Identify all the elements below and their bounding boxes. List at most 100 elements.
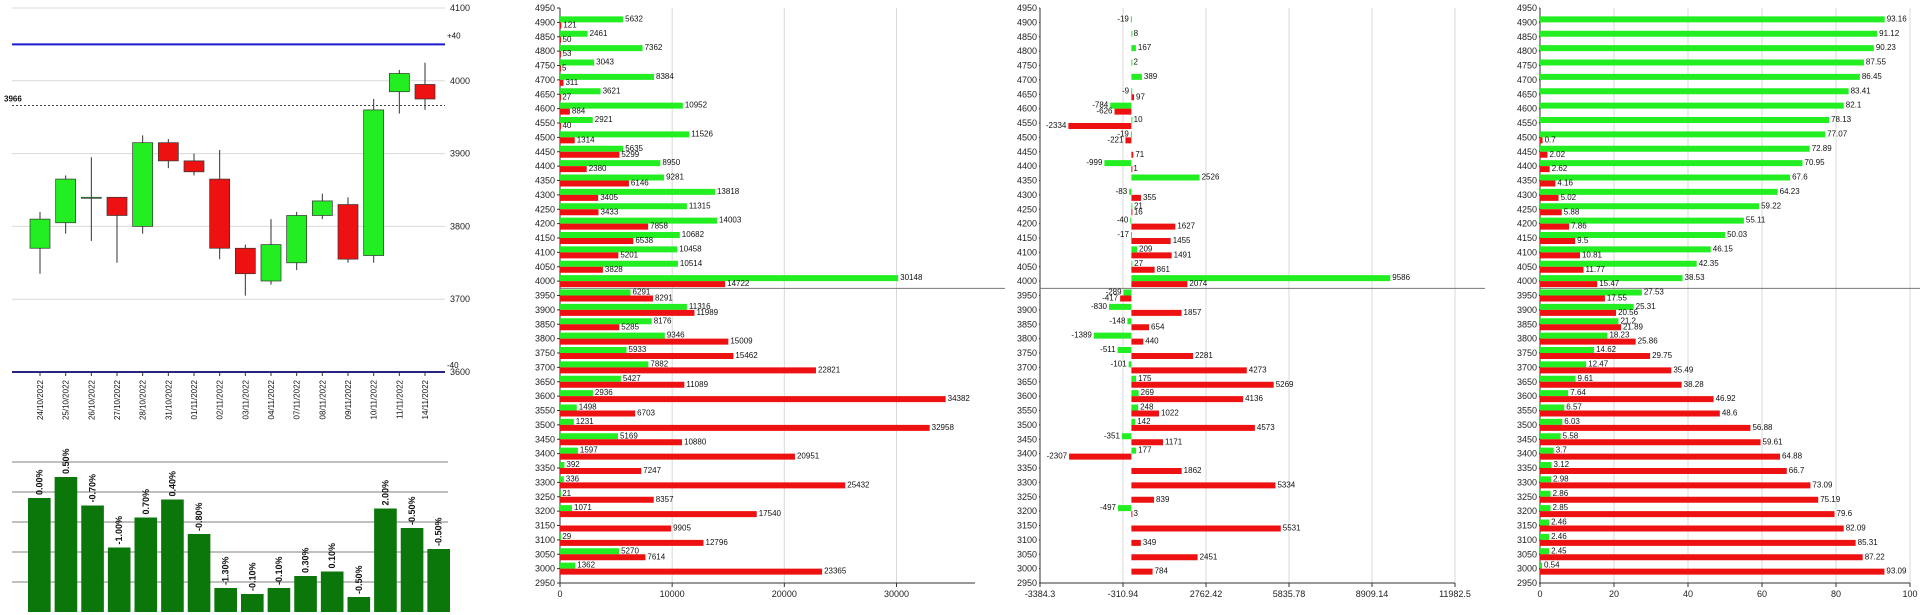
data-label: -83	[1116, 187, 1128, 196]
bar-red	[1540, 252, 1580, 259]
y-tick-label: 3200	[1517, 506, 1537, 516]
data-label: 2.98	[1553, 474, 1569, 483]
data-label: 27	[562, 92, 571, 101]
data-label: 3.7	[1556, 446, 1568, 455]
bar-green	[560, 246, 678, 253]
bar-red	[1540, 381, 1682, 388]
bar-green	[560, 45, 643, 52]
date-label: 04/11/2022	[267, 379, 276, 419]
pct-bar	[320, 571, 344, 612]
pct-bar	[54, 477, 78, 612]
y-tick-label: 4000	[450, 76, 470, 86]
date-label: 27/10/2022	[113, 379, 122, 420]
y-tick-label: 4900	[1017, 17, 1037, 27]
data-label: 21	[562, 489, 571, 498]
bar-green	[1540, 332, 1608, 339]
bar-green	[1540, 16, 1885, 23]
data-label: 209	[1139, 244, 1153, 253]
bar-green	[560, 404, 577, 411]
bar-green	[1123, 289, 1132, 296]
bar-green	[1540, 45, 1874, 52]
bar-red	[1131, 367, 1247, 374]
bar-green	[1131, 117, 1133, 123]
data-label: 1	[1133, 164, 1138, 173]
bar-red	[560, 281, 726, 288]
y-tick-label: 4100	[1017, 247, 1037, 257]
y-tick-label: 4550	[1017, 118, 1037, 128]
bar-green	[560, 117, 593, 123]
pct-label: -0.10%	[247, 562, 257, 591]
data-label: 1491	[1174, 250, 1192, 259]
date-label: 10/11/2022	[370, 379, 379, 419]
data-label: 2.46	[1551, 532, 1567, 541]
bar-green	[1131, 275, 1391, 282]
bar-red	[560, 252, 619, 259]
y-tick-label: 4700	[1517, 75, 1537, 85]
y-tick-label: 3800	[1517, 334, 1537, 344]
bar-red	[560, 525, 672, 532]
y-tick-label: 4950	[535, 3, 555, 13]
bar-green	[560, 260, 678, 267]
data-label: 311	[565, 78, 578, 87]
data-label: 142	[1137, 417, 1151, 426]
data-label: 97	[1136, 92, 1145, 101]
x-tick-label: 100	[1902, 589, 1917, 599]
data-label: 14722	[727, 279, 750, 288]
bar-red	[1540, 353, 1651, 359]
y-tick-label: 4150	[535, 233, 555, 243]
candle-body	[29, 218, 51, 249]
y-tick-label: 4600	[1017, 104, 1037, 114]
bar-red	[1540, 238, 1576, 244]
bar-red	[560, 338, 729, 345]
candle-body	[337, 204, 359, 260]
y-tick-label: 3500	[535, 420, 555, 430]
data-label: 87.22	[1865, 552, 1886, 561]
date-label: 31/10/2022	[164, 379, 173, 420]
data-label: 654	[1151, 322, 1165, 331]
bar-green	[560, 562, 576, 569]
y-tick-label: 2950	[535, 578, 555, 588]
date-label: 24/10/2022	[36, 379, 45, 420]
data-label: 10952	[685, 101, 708, 110]
y-tick-label: 3150	[1017, 521, 1037, 531]
bar-green	[560, 375, 621, 382]
bar-green	[1540, 232, 1726, 238]
current-price-label: 3966	[4, 95, 22, 104]
bar-red	[1540, 367, 1672, 374]
bar-green	[1108, 303, 1132, 310]
bar-red	[1540, 410, 1720, 417]
bar-green	[1540, 303, 1634, 310]
date-label: 02/11/2022	[216, 379, 225, 419]
data-label: 15.47	[1599, 279, 1620, 288]
candle-body	[209, 178, 231, 249]
y-tick-label: 3700	[450, 294, 470, 304]
data-label: 2.46	[1551, 518, 1567, 527]
data-label: 10880	[684, 437, 707, 446]
data-label: 21.2	[1620, 316, 1636, 325]
data-label: 38.53	[1685, 273, 1706, 282]
y-tick-label: 3600	[535, 391, 555, 401]
data-label: 784	[1155, 567, 1169, 576]
data-label: 71	[1135, 150, 1144, 159]
bar-green	[1540, 260, 1697, 267]
y-tick-label: 4600	[1517, 104, 1537, 114]
bar-green	[560, 145, 624, 152]
data-label: 839	[1156, 495, 1170, 504]
data-label: 22821	[818, 365, 841, 374]
data-label: 3828	[605, 265, 623, 274]
pct-bar	[400, 528, 424, 612]
y-tick-label: 4750	[535, 61, 555, 71]
bar-red	[1131, 396, 1244, 403]
y-tick-label: 4050	[1017, 262, 1037, 272]
bar-red	[1540, 180, 1556, 187]
y-tick-label: 4000	[1517, 276, 1537, 286]
y-tick-label: 3000	[535, 564, 555, 574]
x-tick-label: 5835.78	[1273, 589, 1306, 599]
bar-red	[1540, 496, 1819, 503]
bar-green	[560, 102, 683, 109]
bar-red	[1131, 252, 1172, 259]
candle-body	[234, 247, 256, 275]
bar-green	[1110, 102, 1132, 109]
bar-red	[1131, 525, 1281, 532]
data-label: 5.88	[1564, 207, 1580, 216]
